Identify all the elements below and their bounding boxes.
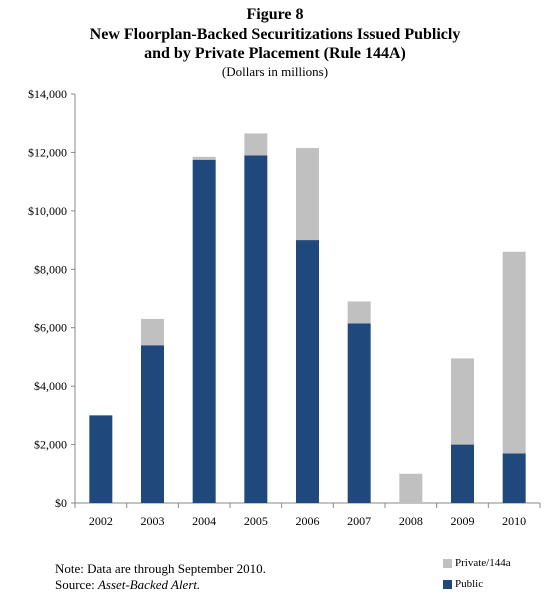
x-tick-label: 2003	[141, 514, 165, 528]
chart-subtitle: (Dollars in millions)	[221, 64, 329, 79]
figure-label: Figure 8	[246, 6, 304, 23]
bar-public-2002	[89, 415, 113, 503]
y-tick-label: $6,000	[34, 321, 67, 335]
x-tick-label: 2007	[347, 514, 371, 528]
source-name: Asset-Backed Alert.	[97, 577, 201, 592]
bar-public-2006	[296, 240, 319, 504]
bar-private-2003	[141, 318, 164, 346]
legend-label-private: Private/144a	[455, 557, 511, 569]
legend-item-private: Private/144a	[443, 557, 511, 569]
chart-title-line-2: and by Private Placement (Rule 144A)	[144, 45, 406, 62]
y-tick-label: $12,000	[28, 145, 67, 159]
bar-private-2008	[399, 473, 423, 503]
bar-private-2005	[244, 133, 268, 156]
y-tick-label: $2,000	[34, 438, 67, 452]
bar-private-2009	[451, 358, 474, 445]
bar-public-2007	[347, 323, 371, 503]
x-tick-label: 2005	[244, 514, 268, 528]
y-tick-label: $10,000	[28, 204, 67, 218]
y-tick-label: $14,000	[28, 87, 67, 101]
bar-public-2010	[502, 453, 526, 503]
x-tick-label: 2009	[451, 514, 475, 528]
legend-label-public: Public	[455, 578, 484, 590]
legend-item-public: Public	[443, 578, 483, 590]
bar-private-2006	[296, 148, 319, 241]
bar-public-2009	[451, 444, 474, 503]
x-tick-label: 2008	[399, 514, 423, 528]
bar-private-2004	[192, 156, 216, 160]
chart-source: Source: Asset-Backed Alert.	[55, 577, 200, 593]
source-prefix: Source:	[55, 577, 98, 592]
chart-title-line-1: New Floorplan-Backed Securitizations Iss…	[89, 26, 461, 43]
x-tick-label: 2002	[89, 514, 113, 528]
x-tick-label: 2006	[296, 514, 320, 528]
y-tick-label: $0	[55, 496, 67, 510]
chart-note: Note: Data are through September 2010.	[55, 561, 266, 576]
y-tick-label: $4,000	[34, 379, 67, 393]
x-tick-label: 2004	[192, 514, 216, 528]
legend-swatch-public	[443, 579, 452, 589]
x-tick-label: 2010	[502, 514, 526, 528]
legend-swatch-private	[443, 558, 452, 568]
bar-public-2004	[192, 159, 216, 503]
bar-private-2007	[347, 301, 371, 324]
y-tick-label: $8,000	[34, 262, 67, 276]
bar-private-2010	[502, 251, 526, 454]
bar-public-2005	[244, 155, 268, 503]
bar-public-2003	[141, 345, 164, 503]
